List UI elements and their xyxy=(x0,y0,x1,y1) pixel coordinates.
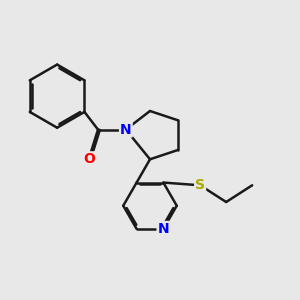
Text: S: S xyxy=(195,178,205,192)
Text: O: O xyxy=(83,152,94,166)
Text: N: N xyxy=(158,222,169,236)
Text: N: N xyxy=(120,123,132,136)
